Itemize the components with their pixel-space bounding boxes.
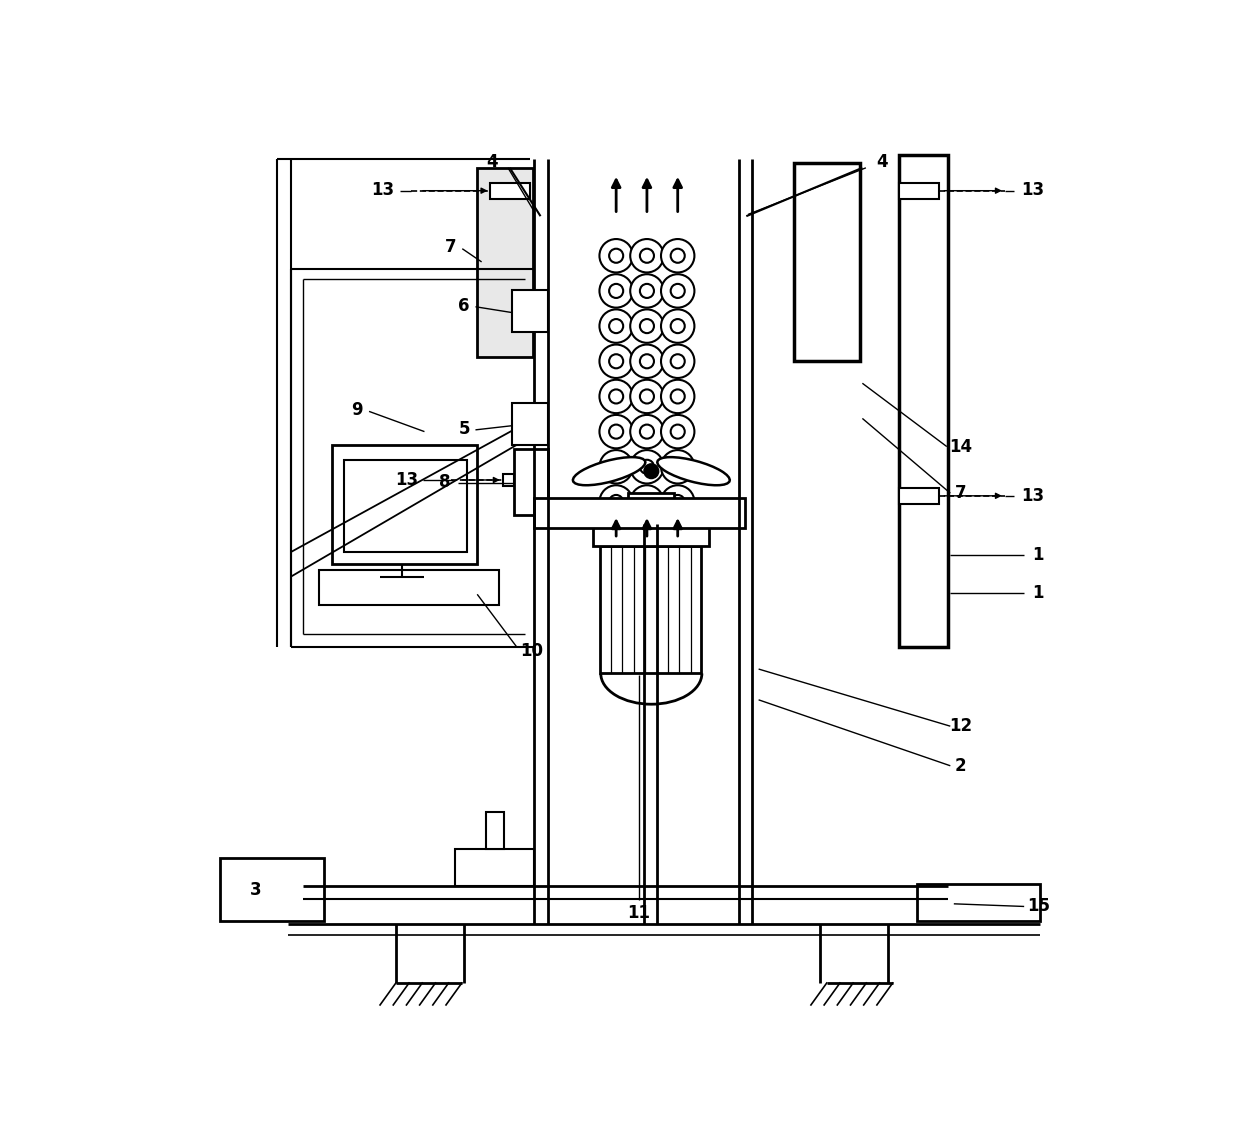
Text: 13: 13 — [1022, 486, 1044, 505]
Circle shape — [609, 460, 624, 474]
Circle shape — [630, 309, 663, 343]
Text: 2: 2 — [955, 757, 967, 774]
Circle shape — [661, 450, 694, 483]
Circle shape — [609, 389, 624, 403]
Bar — [332, 444, 477, 563]
Bar — [899, 488, 939, 504]
Circle shape — [599, 415, 632, 449]
Circle shape — [671, 354, 684, 369]
Text: 4: 4 — [486, 153, 498, 170]
Circle shape — [640, 425, 653, 439]
Circle shape — [640, 249, 653, 263]
Circle shape — [630, 380, 663, 413]
Bar — [512, 290, 548, 332]
Circle shape — [609, 319, 624, 333]
Circle shape — [630, 239, 663, 273]
Circle shape — [671, 319, 684, 333]
Text: 11: 11 — [627, 903, 651, 922]
Text: 8: 8 — [439, 473, 450, 491]
Circle shape — [630, 415, 663, 449]
Bar — [794, 163, 859, 361]
Circle shape — [671, 425, 684, 439]
Bar — [455, 850, 534, 886]
Bar — [486, 812, 503, 850]
Text: 13: 13 — [396, 471, 418, 489]
Bar — [515, 449, 548, 515]
Circle shape — [661, 345, 694, 378]
Bar — [600, 546, 702, 674]
Circle shape — [640, 389, 653, 403]
Ellipse shape — [657, 457, 729, 485]
Bar — [512, 403, 548, 444]
Circle shape — [671, 284, 684, 298]
Text: 12: 12 — [950, 717, 972, 735]
Circle shape — [640, 460, 653, 474]
Bar — [916, 884, 1040, 922]
Circle shape — [671, 494, 684, 509]
Bar — [502, 474, 515, 486]
Text: 3: 3 — [249, 880, 262, 899]
Circle shape — [599, 309, 632, 343]
Circle shape — [599, 380, 632, 413]
Circle shape — [609, 425, 624, 439]
Circle shape — [609, 354, 624, 369]
Text: 14: 14 — [950, 437, 972, 456]
Circle shape — [640, 494, 653, 509]
Circle shape — [630, 345, 663, 378]
Bar — [343, 460, 466, 552]
Bar — [490, 183, 529, 199]
Text: 13: 13 — [1022, 180, 1044, 199]
Circle shape — [630, 450, 663, 483]
Bar — [593, 526, 709, 546]
Bar — [221, 858, 324, 922]
Bar — [629, 493, 675, 541]
Circle shape — [599, 485, 632, 518]
Text: 13: 13 — [372, 180, 394, 199]
Text: 4: 4 — [875, 153, 888, 170]
Text: 7: 7 — [955, 484, 967, 502]
Circle shape — [609, 284, 624, 298]
Text: 9: 9 — [351, 401, 362, 419]
Text: 6: 6 — [459, 297, 470, 315]
Circle shape — [671, 460, 684, 474]
Circle shape — [661, 485, 694, 518]
Circle shape — [671, 389, 684, 403]
Text: 15: 15 — [1027, 898, 1050, 916]
Text: 5: 5 — [459, 420, 470, 439]
Bar — [534, 498, 745, 529]
Circle shape — [630, 274, 663, 307]
Circle shape — [630, 485, 663, 518]
Circle shape — [661, 309, 694, 343]
Bar — [319, 570, 500, 605]
Circle shape — [599, 274, 632, 307]
Circle shape — [599, 450, 632, 483]
Circle shape — [640, 354, 653, 369]
Bar — [477, 168, 533, 356]
Ellipse shape — [573, 457, 645, 485]
Circle shape — [661, 239, 694, 273]
Text: 1: 1 — [1033, 546, 1044, 564]
Circle shape — [599, 345, 632, 378]
Circle shape — [661, 415, 694, 449]
Circle shape — [661, 274, 694, 307]
Circle shape — [671, 249, 684, 263]
Circle shape — [640, 319, 653, 333]
Bar — [899, 154, 947, 648]
Bar — [899, 183, 939, 199]
Text: 1: 1 — [1033, 584, 1044, 602]
Text: 7: 7 — [445, 238, 456, 256]
Circle shape — [661, 380, 694, 413]
Circle shape — [599, 239, 632, 273]
Circle shape — [609, 249, 624, 263]
Circle shape — [640, 284, 653, 298]
Circle shape — [645, 464, 658, 478]
Text: 10: 10 — [521, 643, 543, 660]
Circle shape — [609, 494, 624, 509]
